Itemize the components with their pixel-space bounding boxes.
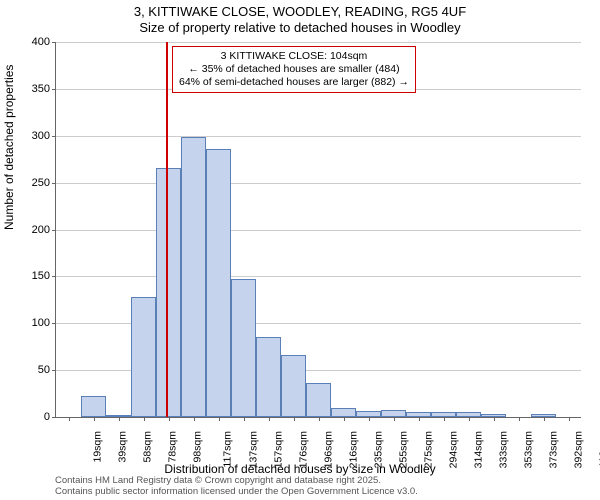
x-tick-mark <box>119 417 120 421</box>
x-tick-mark <box>344 417 345 421</box>
y-tick-label: 150 <box>10 270 50 282</box>
x-tick-label: 117sqm <box>221 431 233 468</box>
x-tick-mark <box>319 417 320 421</box>
x-tick-mark <box>69 417 70 421</box>
x-tick-label: 78sqm <box>166 431 178 463</box>
x-tick-mark <box>169 417 170 421</box>
x-tick-label: 275sqm <box>422 431 434 468</box>
x-tick-mark <box>194 417 195 421</box>
y-tick-label: 250 <box>10 177 50 189</box>
histogram-bar <box>181 137 206 417</box>
x-tick-mark <box>494 417 495 421</box>
x-tick-label: 314sqm <box>472 431 484 468</box>
gridline <box>56 276 581 277</box>
x-tick-label: 255sqm <box>397 431 409 468</box>
y-tick-label: 50 <box>10 364 50 376</box>
y-tick-label: 200 <box>10 224 50 236</box>
y-tick-mark <box>52 136 56 137</box>
info-line-3: 64% of semi-detached houses are larger (… <box>179 76 409 89</box>
histogram-bar <box>306 383 331 417</box>
histogram-bar <box>381 410 406 418</box>
histogram-bar <box>281 355 306 417</box>
x-tick-label: 98sqm <box>191 431 203 463</box>
x-tick-mark <box>144 417 145 421</box>
x-tick-label: 157sqm <box>272 431 284 468</box>
histogram-bar <box>431 412 456 417</box>
x-tick-mark <box>419 417 420 421</box>
x-tick-label: 392sqm <box>572 431 584 468</box>
x-tick-mark <box>294 417 295 421</box>
x-tick-mark <box>469 417 470 421</box>
x-tick-label: 196sqm <box>322 431 334 468</box>
attribution-line-2: Contains public sector information licen… <box>55 487 418 498</box>
histogram-bar <box>231 279 256 417</box>
x-tick-label: 58sqm <box>141 431 153 463</box>
histogram-bar <box>156 168 181 417</box>
x-tick-label: 19sqm <box>91 431 103 463</box>
x-tick-label: 333sqm <box>497 431 509 468</box>
x-tick-label: 294sqm <box>447 431 459 468</box>
y-tick-label: 400 <box>10 36 50 48</box>
x-tick-label: 373sqm <box>547 431 559 468</box>
chart-title: 3, KITTIWAKE CLOSE, WOODLEY, READING, RG… <box>0 0 600 35</box>
x-tick-label: 39sqm <box>116 431 128 463</box>
chart-container: 3, KITTIWAKE CLOSE, WOODLEY, READING, RG… <box>0 0 600 500</box>
histogram-bar <box>131 297 156 417</box>
y-tick-label: 0 <box>10 411 50 423</box>
x-tick-label: 137sqm <box>247 431 259 468</box>
x-tick-label: 353sqm <box>522 431 534 468</box>
histogram-bar <box>356 411 381 417</box>
x-tick-label: 235sqm <box>372 431 384 468</box>
y-tick-mark <box>52 323 56 324</box>
x-tick-mark <box>544 417 545 421</box>
x-tick-mark <box>369 417 370 421</box>
info-line-1: 3 KITTIWAKE CLOSE: 104sqm <box>179 50 409 63</box>
histogram-bar <box>206 149 231 417</box>
y-tick-label: 100 <box>10 317 50 329</box>
y-tick-label: 300 <box>10 130 50 142</box>
title-line-1: 3, KITTIWAKE CLOSE, WOODLEY, READING, RG… <box>0 4 600 20</box>
x-tick-mark <box>394 417 395 421</box>
histogram-bar <box>406 412 431 417</box>
marker-info-box: 3 KITTIWAKE CLOSE: 104sqm ← 35% of detac… <box>172 46 416 93</box>
y-tick-mark <box>52 42 56 43</box>
plot-area: 3 KITTIWAKE CLOSE: 104sqm ← 35% of detac… <box>55 42 581 418</box>
x-tick-label: 176sqm <box>297 431 309 468</box>
gridline <box>56 183 581 184</box>
y-tick-mark <box>52 89 56 90</box>
x-tick-mark <box>94 417 95 421</box>
y-tick-mark <box>52 230 56 231</box>
histogram-bar <box>106 415 131 417</box>
histogram-bar <box>531 414 556 417</box>
y-tick-label: 350 <box>10 83 50 95</box>
y-tick-mark <box>52 276 56 277</box>
x-tick-mark <box>569 417 570 421</box>
attribution: Contains HM Land Registry data © Crown c… <box>55 476 418 498</box>
x-tick-label: 216sqm <box>347 431 359 468</box>
y-tick-mark <box>52 370 56 371</box>
info-line-2: ← 35% of detached houses are smaller (48… <box>179 63 409 76</box>
y-tick-mark <box>52 417 56 418</box>
y-tick-mark <box>52 183 56 184</box>
histogram-bar <box>256 337 281 417</box>
title-line-2: Size of property relative to detached ho… <box>0 20 600 36</box>
histogram-bar <box>331 408 356 417</box>
gridline <box>56 230 581 231</box>
histogram-bar <box>81 396 106 417</box>
x-tick-mark <box>219 417 220 421</box>
gridline <box>56 136 581 137</box>
marker-line <box>166 42 168 417</box>
histogram-bar <box>456 412 481 417</box>
histogram-bar <box>481 414 506 417</box>
x-tick-mark <box>519 417 520 421</box>
x-tick-mark <box>269 417 270 421</box>
x-tick-mark <box>244 417 245 421</box>
gridline <box>56 42 581 43</box>
x-tick-mark <box>444 417 445 421</box>
